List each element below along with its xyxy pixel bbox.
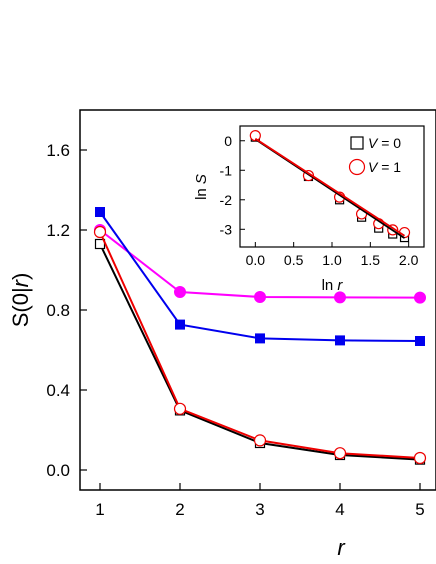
main-series-1-point: [415, 336, 425, 346]
main-series-1-point: [335, 335, 345, 346]
inset-y-tick-label: -3: [220, 221, 233, 237]
main-series-0-point: [174, 286, 186, 298]
main-y-tick-label: 1.2: [46, 221, 70, 240]
inset-plot: 0.0 0.5 1.0 1.5 2.0 0 -1 -2 -3 ln r ln S V = 0 …: [193, 125, 425, 294]
main-series-1-point: [255, 333, 265, 344]
legend-label-v1-value: = 1: [377, 159, 401, 175]
main-x-axis: 1 2 3 4 5: [95, 483, 425, 519]
main-plot-frame: [79, 109, 436, 491]
inset-y-axis: 0 -1 -2 -3: [220, 133, 245, 237]
main-series-3-point: [93, 225, 107, 239]
inset-series-group: [249, 130, 411, 243]
main-y-tick-label: 0.0: [46, 461, 70, 480]
inset-x-axis: 0.0 0.5 1.0 1.5 2.0: [246, 242, 419, 268]
inset-x-axis-title-var: r: [337, 277, 343, 294]
inset-x-tick-label: 0.0: [246, 252, 266, 268]
inset-x-axis-title-prefix: ln: [322, 277, 338, 294]
main-y-tick-label: 1.6: [46, 141, 70, 160]
main-series-0-point: [414, 291, 426, 304]
main-x-tick-label: 1: [95, 500, 104, 519]
inset-y-tick-label: -2: [220, 192, 233, 208]
main-y-axis-title-prefix: S(0|: [8, 287, 33, 327]
main-y-tick-label: 0.4: [46, 381, 70, 400]
inset-x-axis-title: ln r: [322, 277, 344, 294]
main-x-tick-label: 2: [175, 500, 184, 519]
main-series-3-point: [253, 434, 267, 447]
main-x-tick-label: 4: [335, 500, 344, 519]
inset-y-axis-title-var: S: [193, 174, 210, 184]
main-x-tick-label: 5: [415, 500, 424, 519]
main-series-0-point: [334, 291, 346, 304]
legend-label-v0-value: = 0: [377, 135, 401, 151]
main-x-axis-title: r: [337, 535, 346, 560]
inset-y-tick-label: 0: [224, 133, 232, 149]
main-series-3-point: [173, 402, 187, 415]
main-series-3-point: [333, 447, 347, 460]
inset-x-tick-label: 0.5: [284, 252, 304, 268]
legend-marker-open-square: [350, 136, 364, 150]
inset-x-tick-label: 1.5: [361, 252, 381, 268]
legend-label-v0: V = 0: [368, 135, 401, 151]
main-series-3-point: [413, 451, 427, 465]
main-series-1-point: [175, 319, 185, 330]
main-y-axis-title-suffix: ): [8, 273, 33, 280]
main-series-1-point: [95, 207, 105, 217]
inset-x-tick-label: 2.0: [399, 252, 419, 268]
legend-label-v1-var: V: [368, 159, 379, 175]
legend-label-v0-var: V: [368, 135, 379, 151]
inset-y-axis-title: ln S: [193, 174, 210, 200]
main-y-tick-label: 0.8: [46, 301, 70, 320]
inset-legend: V = 0 V = 1: [348, 135, 401, 176]
legend-label-v1: V = 1: [368, 159, 401, 175]
main-y-axis-title: S(0|r): [8, 273, 33, 328]
inset-y-axis-title-prefix: ln: [193, 184, 210, 200]
inset-x-tick-label: 1.0: [322, 252, 342, 268]
main-series-line-2: [99, 243, 421, 461]
main-y-axis-title-var: r: [8, 278, 33, 287]
main-series-0-point: [254, 291, 266, 303]
legend-marker-open-circle: [348, 158, 366, 176]
main-series-group: [93, 207, 427, 465]
main-x-tick-label: 3: [255, 500, 264, 519]
inset-fit-line-1: [254, 137, 406, 237]
inset-series-1-point: [249, 130, 261, 142]
inset-y-tick-label: -1: [220, 162, 233, 178]
main-y-axis: 0.0 0.4 0.8 1.2 1.6: [46, 141, 87, 480]
